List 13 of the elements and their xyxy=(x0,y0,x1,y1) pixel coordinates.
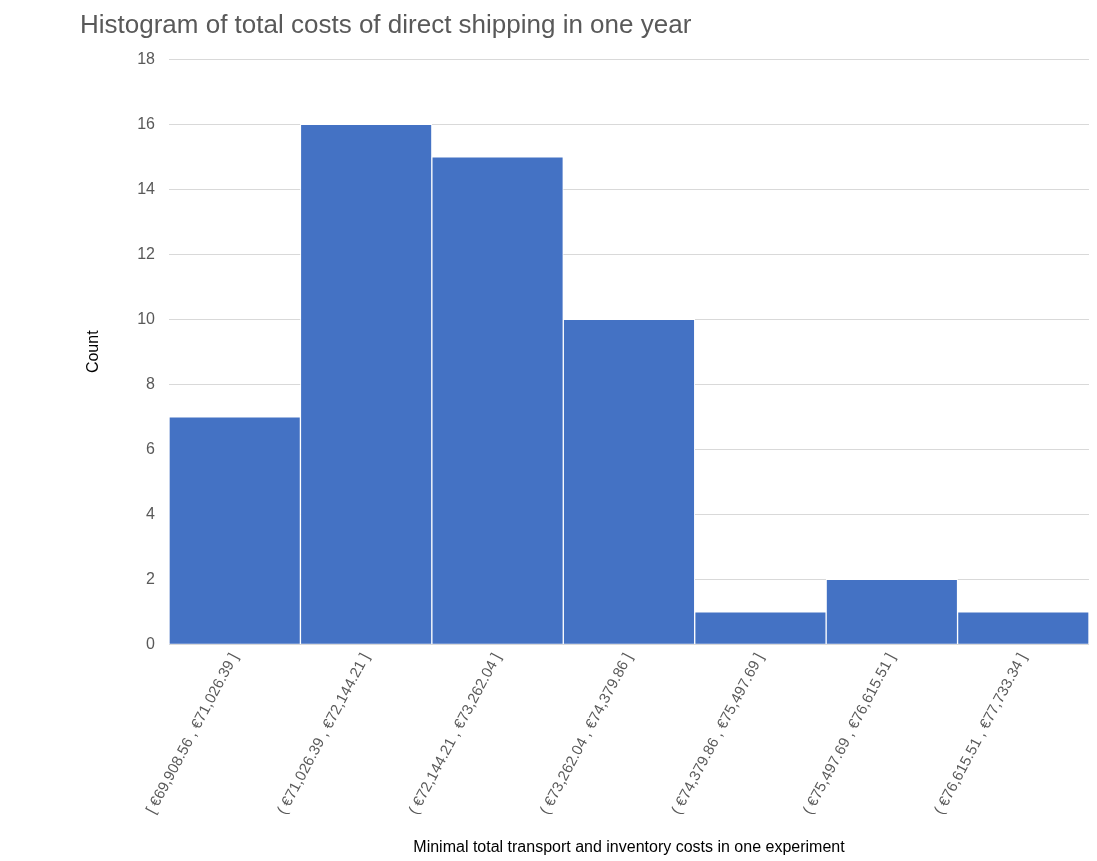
y-tick-label: 6 xyxy=(146,439,156,457)
y-tick-label: 8 xyxy=(146,374,156,392)
y-tick-label: 10 xyxy=(137,309,156,327)
y-tick-label: 4 xyxy=(146,504,156,522)
y-axis-title: Count xyxy=(84,329,102,374)
y-tick-label: 18 xyxy=(137,49,156,67)
y-tick-label: 0 xyxy=(146,634,156,652)
y-tick-label: 16 xyxy=(137,114,156,132)
y-tick-label: 12 xyxy=(137,244,156,262)
x-axis-title: Minimal total transport and inventory costs in one experiment xyxy=(413,837,846,855)
chart-title: Histogram of total costs of direct shipping in one year xyxy=(80,8,692,39)
y-tick-label: 2 xyxy=(146,569,156,587)
y-tick-label: 14 xyxy=(137,179,156,197)
